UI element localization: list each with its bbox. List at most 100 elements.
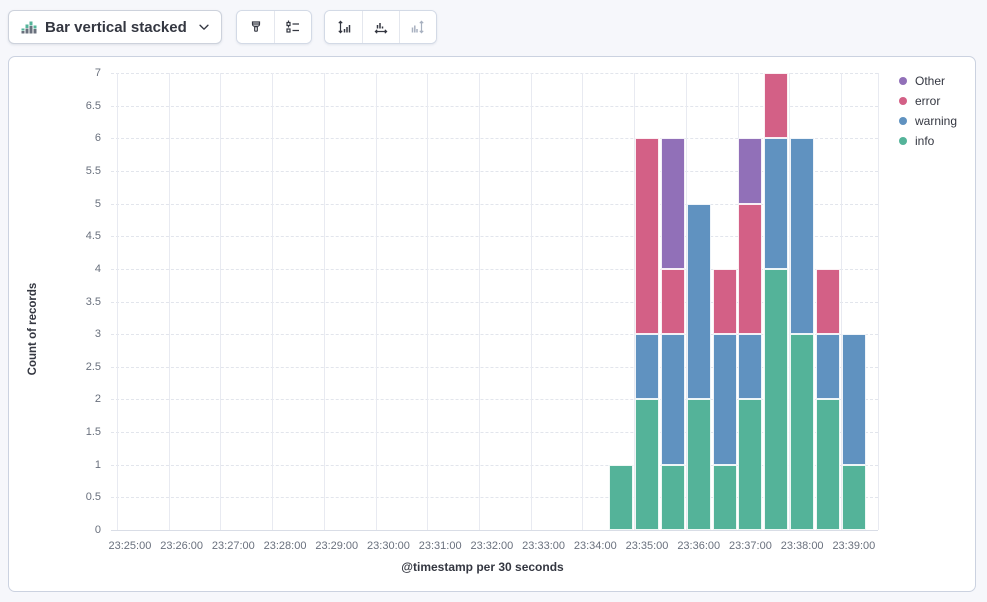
bar-segment-error[interactable]	[764, 73, 789, 139]
y-tick-label: 2	[94, 393, 101, 406]
bar-segment-warning[interactable]	[635, 334, 660, 400]
y-tick-label: 2.5	[85, 360, 101, 373]
bottom-axis-button[interactable]	[362, 11, 399, 43]
vertical-gridline	[168, 73, 170, 530]
horizontal-gridline	[111, 203, 878, 205]
axis-right-icon	[410, 19, 426, 35]
legend-settings-button[interactable]	[274, 11, 311, 43]
y-tick-label: 1.5	[85, 426, 101, 439]
vertical-gridline	[634, 73, 636, 530]
legend-item-error[interactable]: error	[899, 91, 957, 111]
legend-label: Other	[915, 74, 946, 88]
y-tick-label: 7	[94, 67, 101, 79]
x-tick-label: 23:38:00	[780, 540, 824, 552]
bar-segment-info[interactable]	[686, 399, 711, 530]
bar-segment-warning[interactable]	[841, 334, 866, 465]
bar-segment-error[interactable]	[815, 268, 841, 335]
bar-segment-warning[interactable]	[790, 138, 815, 335]
bar-segment-info[interactable]	[609, 464, 634, 530]
bar-segment-info[interactable]	[790, 334, 815, 530]
vertical-gridline	[582, 73, 584, 530]
bar-segment-warning[interactable]	[815, 334, 841, 400]
x-tick-label: 23:27:00	[211, 540, 255, 552]
legend-color-dot	[899, 117, 907, 125]
chart-panel: 0 0.5 1 1.5 2 2.5 3 3.5 4 4.5 5 5.5 6 6.5 7 23:25:00 23:…	[8, 56, 976, 592]
bar-segment-error[interactable]	[738, 203, 763, 335]
vertical-gridline	[427, 73, 429, 530]
x-tick-label: 23:36:00	[677, 540, 721, 552]
vertical-gridline	[789, 73, 791, 530]
horizontal-gridline	[111, 236, 878, 238]
legend-color-dot	[899, 77, 907, 85]
axis-left-icon	[336, 19, 352, 35]
bar-segment-info[interactable]	[841, 464, 866, 530]
legend-color-dot	[899, 97, 907, 105]
y-tick-label: 0	[94, 524, 101, 536]
right-axis-button[interactable]	[399, 11, 436, 43]
x-tick-label: 23:33:00	[522, 540, 565, 552]
bar-segment-warning[interactable]	[738, 334, 763, 400]
y-tick-label: 3.5	[85, 295, 101, 308]
x-tick-label: 23:29:00	[315, 540, 359, 552]
bar-segment-warning[interactable]	[764, 138, 789, 269]
legend-item-warning[interactable]: warning	[899, 111, 957, 131]
lens-toolbar: Bar vertical stacked	[0, 0, 987, 55]
y-tick-label: 6	[94, 132, 101, 145]
horizontal-gridline	[111, 138, 878, 140]
bar-segment-error[interactable]	[660, 268, 685, 335]
x-tick-label: 23:39:00	[832, 540, 876, 552]
visual-options-button[interactable]	[237, 11, 274, 43]
bar-segment-Other[interactable]	[738, 138, 763, 204]
vertical-gridline	[530, 73, 532, 530]
vertical-gridline	[272, 73, 274, 530]
horizontal-gridline	[111, 73, 878, 74]
legend: Other error warning info	[899, 71, 957, 151]
legend-list-icon	[285, 19, 301, 35]
chart-type-label: Bar vertical stacked	[45, 18, 187, 36]
y-tick-label: 5	[94, 197, 101, 210]
vertical-gridline	[878, 73, 879, 530]
vertical-gridline	[685, 73, 687, 530]
horizontal-gridline	[111, 464, 878, 466]
bar-segment-info[interactable]	[712, 464, 737, 530]
x-tick-label: 23:26:00	[160, 540, 204, 552]
vertical-gridline	[117, 73, 118, 530]
y-tick-label: 4	[94, 262, 101, 275]
bar-segment-warning[interactable]	[712, 334, 737, 465]
bar-segment-info[interactable]	[635, 399, 660, 530]
vertical-gridline	[220, 73, 222, 530]
legend-item-other[interactable]: Other	[899, 71, 957, 91]
bar-segment-Other[interactable]	[660, 138, 685, 269]
bar-segment-info[interactable]	[738, 399, 763, 530]
legend-label: error	[915, 94, 941, 108]
legend-item-info[interactable]: info	[899, 131, 957, 151]
bar-segment-warning[interactable]	[686, 203, 711, 400]
bar-segment-info[interactable]	[660, 464, 685, 530]
bar-segment-info[interactable]	[815, 399, 841, 530]
chart-plot[interactable]: 0 0.5 1 1.5 2 2.5 3 3.5 4 4.5 5 5.5 6 6.5 7 23:25:00 23:…	[9, 57, 975, 591]
legend-label: info	[915, 134, 935, 148]
left-axis-button[interactable]	[325, 11, 362, 43]
axis-bottom-icon	[373, 19, 389, 35]
horizontal-gridline	[111, 399, 878, 401]
x-tick-label: 23:37:00	[729, 540, 772, 552]
chart-type-switcher-button[interactable]: Bar vertical stacked	[8, 10, 222, 44]
bar-segment-warning[interactable]	[660, 334, 685, 465]
paint-brush-icon	[248, 19, 264, 35]
x-axis-title: @timestamp per 30 seconds	[401, 560, 564, 574]
y-tick-label: 1	[94, 458, 101, 471]
bar-vertical-stacked-icon	[21, 19, 37, 35]
horizontal-gridline	[111, 432, 878, 434]
y-tick-label: 0.5	[85, 491, 101, 504]
x-tick-label: 23:31:00	[418, 540, 462, 552]
style-button-group	[236, 10, 312, 44]
legend-label: warning	[915, 114, 958, 128]
horizontal-gridline	[111, 497, 878, 499]
x-tick-label: 23:25:00	[108, 540, 152, 552]
bar-segment-info[interactable]	[764, 268, 789, 530]
horizontal-gridline	[111, 334, 878, 336]
bar-segment-error[interactable]	[635, 138, 660, 335]
horizontal-gridline	[111, 301, 878, 303]
bar-segment-error[interactable]	[712, 268, 737, 335]
vertical-gridline	[375, 73, 377, 530]
